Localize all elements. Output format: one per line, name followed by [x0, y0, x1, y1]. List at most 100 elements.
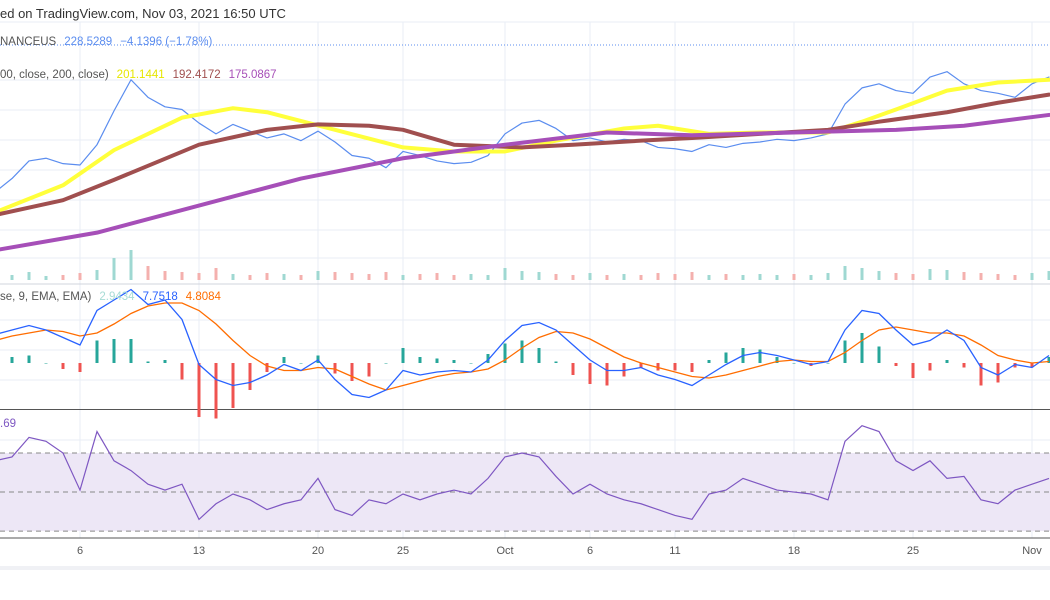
macd-histogram-bar: [656, 363, 660, 371]
volume-bar: [1030, 273, 1034, 280]
last-price: 228.5289: [64, 36, 113, 48]
macd-histogram-bar: [554, 361, 558, 363]
volume-bar: [588, 273, 592, 280]
volume-bar: [639, 275, 643, 280]
volume-bar: [996, 274, 1000, 280]
x-axis-tick-label: 11: [669, 545, 680, 557]
x-axis-tick-label: 25: [397, 545, 409, 557]
macd-histogram-bar: [350, 363, 354, 381]
volume-bar: [180, 272, 184, 280]
volume-bar: [299, 275, 303, 280]
macd-histogram-bar: [996, 363, 1000, 383]
volume-bar: [554, 274, 558, 280]
volume-bar: [894, 273, 898, 280]
macd-histogram-bar: [571, 363, 575, 375]
macd-histogram-bar: [469, 363, 473, 364]
macd-histogram-bar: [95, 340, 99, 363]
x-axis-tick-label: 20: [312, 545, 324, 557]
volume-bar: [622, 274, 626, 280]
macd-histogram-bar: [979, 363, 983, 386]
volume-bar: [435, 273, 439, 280]
volume-bar: [758, 274, 762, 280]
ma-params: 00, close, 200, close): [0, 69, 109, 81]
macd-histogram-bar: [690, 363, 694, 372]
volume-bar: [605, 275, 609, 280]
volume-bar: [248, 275, 252, 280]
macd-value: 7.7518: [142, 291, 178, 303]
macd-histogram-bar: [945, 360, 949, 363]
volume-bar: [707, 275, 711, 280]
macd-histogram-bar: [282, 357, 286, 363]
volume-bar: [877, 271, 881, 280]
volume-bar: [826, 273, 830, 280]
macd-histogram-bar: [775, 357, 779, 363]
volume-bar: [673, 274, 677, 280]
macd-histogram-bar: [401, 348, 405, 363]
volume-bar: [469, 274, 473, 280]
macd-histogram-bar: [180, 363, 184, 380]
x-axis-tick-label: 6: [77, 545, 83, 557]
macd-histogram-bar: [894, 363, 898, 366]
macd-histogram-bar: [826, 363, 830, 364]
macd-histogram-bar: [1030, 363, 1034, 368]
macd-histogram-bar: [724, 352, 728, 363]
volume-bar: [452, 275, 456, 280]
macd-histogram-bar: [537, 348, 541, 363]
macd-histogram-bar: [61, 363, 65, 369]
x-axis-tick-label: Oct: [496, 545, 513, 557]
x-axis-tick-label: 6: [587, 545, 593, 557]
volume-bar: [350, 273, 354, 280]
macd-histogram-bar: [758, 349, 762, 363]
macd-signal-value: 4.8084: [185, 291, 221, 303]
macd-histogram-bar: [333, 363, 337, 374]
volume-bar: [129, 250, 133, 280]
ma-line-ma50: [0, 77, 1050, 213]
volume-bar: [724, 274, 728, 280]
volume-bar: [775, 275, 779, 280]
volume-bar: [316, 271, 320, 280]
macd-histogram-bar: [10, 357, 14, 363]
volume-bar: [27, 272, 31, 280]
macd-histogram-bar: [78, 363, 82, 372]
ma100-value: 192.4172: [172, 69, 221, 81]
symbol-legend: NANCEUS 228.5289 −4.1396 (−1.78%): [0, 36, 220, 48]
volume-bar: [384, 272, 388, 280]
volume-bar: [843, 266, 847, 280]
macd-legend: se, 9, EMA, EMA) 2.9434 7.7518 4.8084: [0, 291, 229, 303]
volume-bar: [61, 275, 65, 280]
volume-bar: [979, 273, 983, 280]
bottom-strip: [0, 566, 1050, 570]
volume-bar: [214, 268, 218, 280]
macd-histogram-bar: [588, 363, 592, 384]
volume-bar: [571, 275, 575, 280]
macd-histogram-bar: [367, 363, 371, 377]
volume-bar: [690, 272, 694, 280]
macd-histogram-bar: [707, 360, 711, 363]
macd-histogram-bar: [27, 355, 31, 363]
volume-bar: [1013, 275, 1017, 280]
macd-histogram-bar: [299, 363, 303, 364]
macd-histogram-bar: [928, 363, 932, 371]
volume-bar: [860, 268, 864, 280]
macd-histogram-bar: [452, 360, 456, 363]
volume-bar: [911, 274, 915, 280]
macd-histogram-bar: [911, 363, 915, 378]
volume-bar: [333, 272, 337, 280]
volume-bar: [112, 258, 116, 280]
macd-histogram-bar: [44, 363, 48, 364]
macd-line: [0, 288, 1050, 399]
macd-histogram-bar: [197, 363, 201, 417]
macd-histogram-bar: [639, 363, 643, 368]
macd-histogram-bar: [673, 363, 677, 371]
ma-line-ma200: [0, 112, 1050, 252]
volume-bar: [163, 271, 167, 280]
macd-histogram-bar: [435, 358, 439, 363]
x-axis-tick-label: Nov: [1022, 545, 1042, 557]
volume-bar: [809, 275, 813, 280]
macd-hist-value: 2.9434: [99, 291, 135, 303]
macd-histogram-bar: [146, 361, 150, 363]
macd-histogram-bar: [129, 339, 133, 363]
volume-bar: [656, 273, 660, 280]
volume-bar: [231, 274, 235, 280]
